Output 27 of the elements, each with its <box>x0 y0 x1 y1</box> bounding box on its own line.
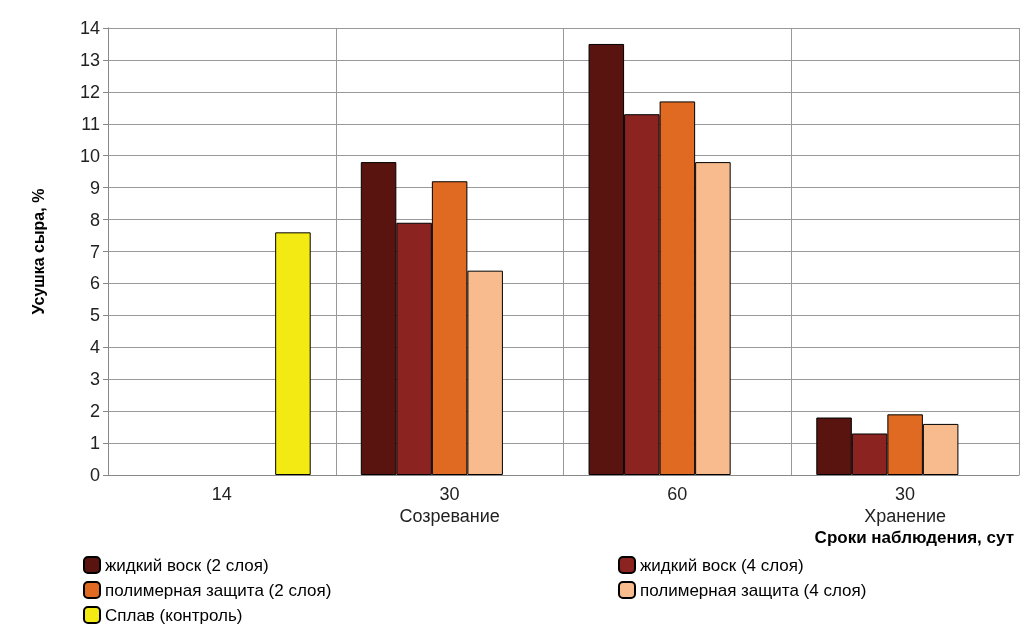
bar <box>275 232 311 475</box>
y-tick-label: 9 <box>89 177 100 198</box>
y-tick-label: 12 <box>79 81 100 102</box>
legend-label: полимерная защита (2 слоя) <box>105 580 332 600</box>
y-tick-label: 6 <box>89 273 100 294</box>
legend-label: Сплав (контроль) <box>105 605 243 625</box>
y-tick-label: 0 <box>89 465 100 485</box>
x-tick-label: 14 <box>211 484 232 504</box>
x-tick-label: 30 Хранение <box>864 484 947 526</box>
x-tick-label: 60 <box>667 484 688 504</box>
y-tick-label: 1 <box>89 433 100 454</box>
y-tick-label: 14 <box>79 18 100 38</box>
y-tick-label: 10 <box>79 145 100 166</box>
x-tick-label: 30 Созревание <box>399 484 500 526</box>
y-tick-label: 11 <box>81 113 100 134</box>
legend-label: полимерная защита (4 слоя) <box>640 580 867 600</box>
y-tick-label: 8 <box>89 209 100 230</box>
legend-label: жидкий воск (2 слоя) <box>105 555 269 575</box>
y-tick-label: 7 <box>89 241 100 262</box>
y-tick-label: 2 <box>89 401 100 422</box>
y-tick-label: 5 <box>89 305 100 326</box>
y-tick-label: 13 <box>79 49 100 70</box>
legend-label: жидкий воск (4 слоя) <box>640 555 804 575</box>
x-axis-title: Сроки наблюдения, сут <box>814 528 1015 547</box>
y-tick-label: 3 <box>89 369 100 390</box>
y-tick-label: 4 <box>89 337 100 358</box>
y-axis-title: Усушка сыра, % <box>29 188 47 315</box>
